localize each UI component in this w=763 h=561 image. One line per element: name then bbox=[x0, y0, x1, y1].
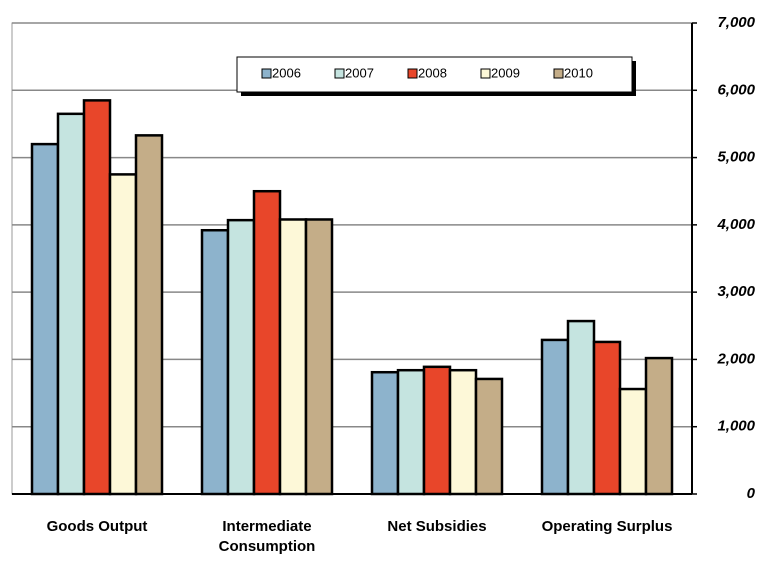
bar bbox=[108, 173, 138, 496]
bar bbox=[618, 387, 648, 496]
legend-label: 2006 bbox=[272, 65, 301, 80]
bar bbox=[448, 368, 478, 496]
bar bbox=[278, 218, 308, 496]
bar bbox=[592, 340, 622, 496]
legend-label: 2007 bbox=[345, 65, 374, 80]
legend-swatch bbox=[261, 68, 272, 79]
bar bbox=[370, 370, 400, 496]
legend-swatch bbox=[334, 68, 345, 79]
legend-swatch bbox=[407, 68, 418, 79]
y-tick-label: 7,000 bbox=[717, 14, 755, 31]
legend-label: 2009 bbox=[491, 65, 520, 80]
legend-label: 2010 bbox=[564, 65, 593, 80]
y-tick-label: 0 bbox=[747, 485, 756, 502]
bar bbox=[422, 365, 452, 496]
x-tick-label: Operating Surplus bbox=[541, 518, 673, 535]
bar bbox=[304, 218, 334, 496]
legend-swatch bbox=[553, 68, 564, 79]
bar bbox=[474, 377, 504, 496]
legend bbox=[236, 56, 633, 93]
bar bbox=[252, 189, 282, 496]
y-tick-label: 5,000 bbox=[717, 149, 755, 166]
bar bbox=[56, 112, 86, 496]
y-tick-label: 1,000 bbox=[717, 418, 755, 435]
x-tick-label: Goods Output bbox=[46, 518, 148, 535]
x-tick-label: Net Subsidies bbox=[387, 518, 487, 535]
bar bbox=[540, 338, 570, 496]
bar bbox=[200, 228, 230, 496]
y-tick-label: 3,000 bbox=[717, 283, 755, 300]
legend-label: 2008 bbox=[418, 65, 447, 80]
y-tick-label: 2,000 bbox=[716, 350, 755, 367]
bar bbox=[396, 368, 426, 496]
bar bbox=[566, 319, 596, 496]
bar bbox=[134, 134, 164, 496]
bar bbox=[644, 356, 674, 496]
x-tick-label: Intermediate Consumption bbox=[218, 518, 316, 555]
bar bbox=[226, 218, 256, 496]
y-tick-label: 4,000 bbox=[716, 216, 755, 233]
bar bbox=[82, 99, 112, 496]
legend-swatch bbox=[480, 68, 491, 79]
bar bbox=[30, 142, 60, 496]
y-tick-label: 6,000 bbox=[717, 81, 755, 98]
